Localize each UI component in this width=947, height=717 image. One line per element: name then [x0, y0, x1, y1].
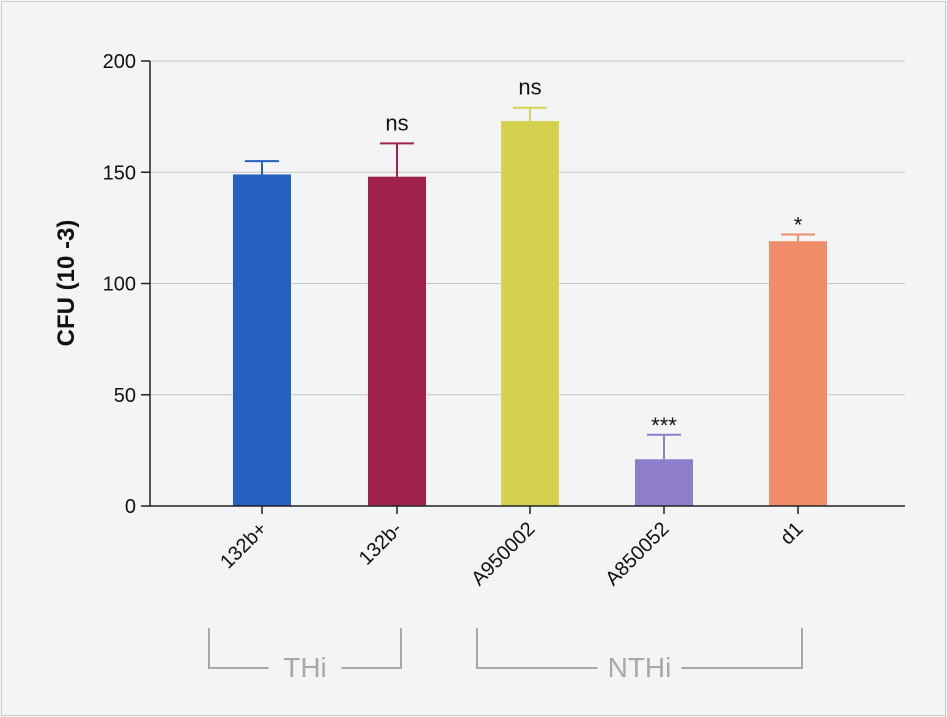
y-tick-label: 150: [103, 162, 136, 184]
bar: [233, 174, 291, 506]
group-label: NTHi: [608, 652, 672, 683]
group-bracket-left: [208, 628, 269, 669]
group-brackets: THi NTHi: [208, 628, 803, 683]
x-tick-label: 132b-: [355, 518, 407, 570]
group-bracket-right: [681, 628, 803, 669]
bar: [635, 459, 693, 506]
significance-label: ns: [518, 75, 541, 100]
bar: [501, 121, 559, 506]
y-tick-label: 50: [114, 385, 136, 407]
x-tick-label: A950002: [467, 518, 539, 590]
x-tick-label: d1: [776, 518, 807, 549]
group-bracket-left: [476, 628, 598, 669]
bar: [769, 241, 827, 506]
y-tick-label: 0: [125, 496, 136, 518]
bar: [368, 176, 426, 506]
x-tick-label: 132b+: [216, 518, 271, 573]
x-tick-labels: 132b+ 132b- A950002 A850052 d1: [216, 518, 807, 590]
bars: [233, 106, 827, 506]
significance-label: *: [794, 213, 803, 238]
x-tick-label: A850052: [601, 518, 673, 590]
y-axis-label: CFU (10 -3): [53, 220, 80, 347]
significance-label: ***: [651, 413, 677, 438]
group-label: THi: [283, 652, 327, 683]
y-ticks: 0 50 100 150 200: [103, 51, 150, 518]
group-bracket-right: [341, 628, 402, 669]
y-tick-label: 100: [103, 274, 136, 296]
significance-label: ns: [385, 110, 408, 135]
y-tick-label: 200: [103, 51, 136, 73]
